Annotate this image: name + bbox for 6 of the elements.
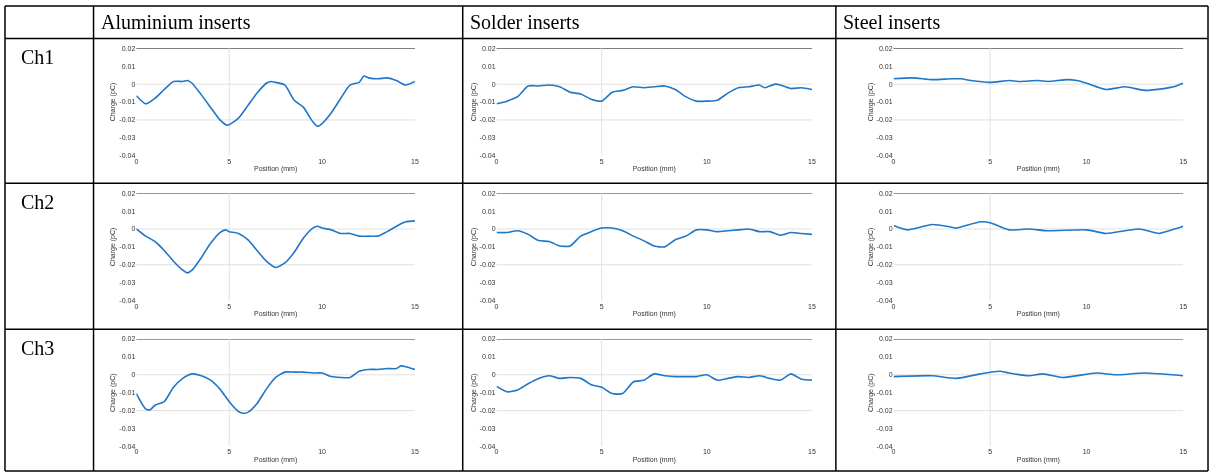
text: Ch3 (21, 337, 55, 359)
text: Ch2 (21, 191, 55, 213)
text: Ch1 (21, 46, 55, 68)
chart-title: Solder inserts (470, 11, 580, 33)
chart-title: Aluminium inserts (101, 11, 251, 33)
chart-title: Steel inserts (843, 11, 941, 33)
